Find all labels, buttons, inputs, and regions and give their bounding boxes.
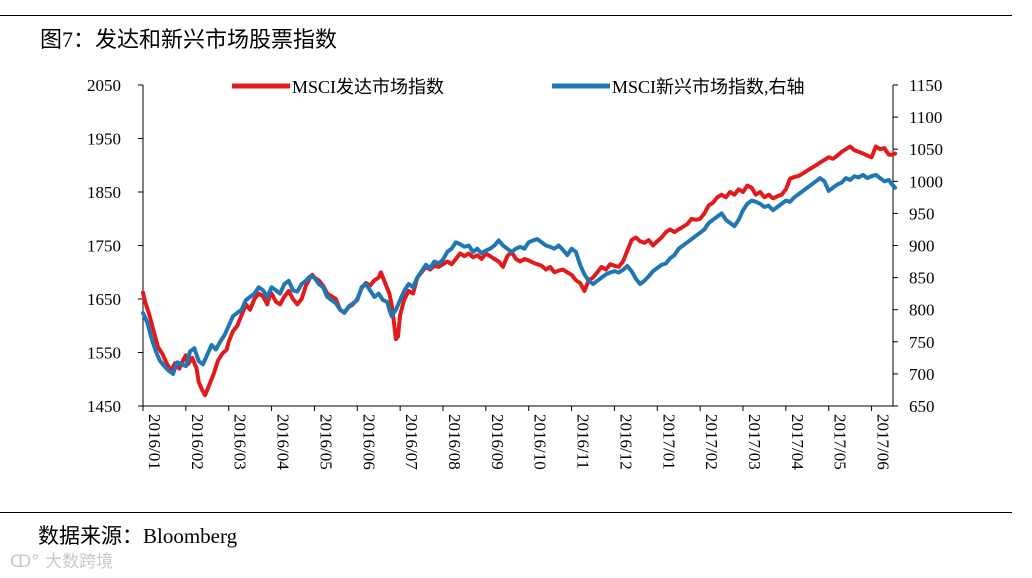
y-right-tick-label: 800 <box>909 301 935 320</box>
x-tick-label: 2017/06 <box>874 414 893 470</box>
y-left-tick-label: 2050 <box>87 76 121 95</box>
watermark-text: 大数跨境 <box>45 552 114 572</box>
x-tick-label: 2017/04 <box>788 414 807 470</box>
y-left-tick-label: 1750 <box>87 237 121 256</box>
y-right-tick-label: 650 <box>909 397 935 416</box>
x-tick-label: 2016/11 <box>574 414 593 469</box>
x-tick-label: 2016/01 <box>145 414 164 470</box>
legend-label-emerging: MSCI新兴市场指数,右轴 <box>612 77 805 97</box>
y-right-tick-label: 1050 <box>909 140 943 159</box>
x-tick-label: 2016/05 <box>316 414 335 470</box>
x-tick-label: 2016/06 <box>359 414 378 470</box>
x-tick-label: 2017/01 <box>659 414 678 470</box>
x-tick-label: 2017/05 <box>831 414 850 470</box>
x-tick-label: 2017/02 <box>702 414 721 470</box>
y-left-tick-label: 1650 <box>87 290 121 309</box>
y-left-tick-label: 1450 <box>87 397 121 416</box>
y-right-tick-label: 700 <box>909 365 935 384</box>
x-tick-label: 2016/04 <box>274 414 293 470</box>
y-right-tick-label: 1100 <box>909 108 942 127</box>
x-tick-label: 2016/02 <box>188 414 207 470</box>
y-right-tick-label: 1000 <box>909 172 943 191</box>
top-rule <box>0 15 1012 16</box>
y-left-tick-label: 1850 <box>87 183 121 202</box>
x-tick-label: 2016/07 <box>402 414 421 470</box>
y-right-tick-label: 750 <box>909 333 935 352</box>
legend-label-developed: MSCI发达市场指数 <box>292 77 444 97</box>
y-right-tick-label: 1150 <box>909 76 942 95</box>
x-tick-label: 2016/12 <box>616 414 635 470</box>
y-right-tick-label: 900 <box>909 237 935 256</box>
bottom-rule <box>0 512 1012 513</box>
x-tick-label: 2016/10 <box>531 414 550 470</box>
y-right-tick-label: 950 <box>909 204 935 223</box>
x-tick-label: 2016/09 <box>488 414 507 470</box>
x-tick-label: 2016/03 <box>231 414 250 470</box>
y-left-tick-label: 1550 <box>87 344 121 363</box>
series-line-emerging <box>141 172 898 376</box>
watermark-icon: ↀ° <box>10 552 40 572</box>
source-note: 数据来源：Bloomberg <box>38 524 238 548</box>
series-line-developed <box>141 144 898 398</box>
y-right-tick-label: 850 <box>909 269 935 288</box>
x-tick-label: 2016/08 <box>445 414 464 470</box>
x-tick-label: 2017/03 <box>745 414 764 470</box>
watermark: ↀ° 大数跨境 <box>10 547 113 572</box>
y-left-tick-label: 1950 <box>87 130 121 149</box>
chart-title: 图7：发达和新兴市场股票指数 <box>40 27 338 52</box>
